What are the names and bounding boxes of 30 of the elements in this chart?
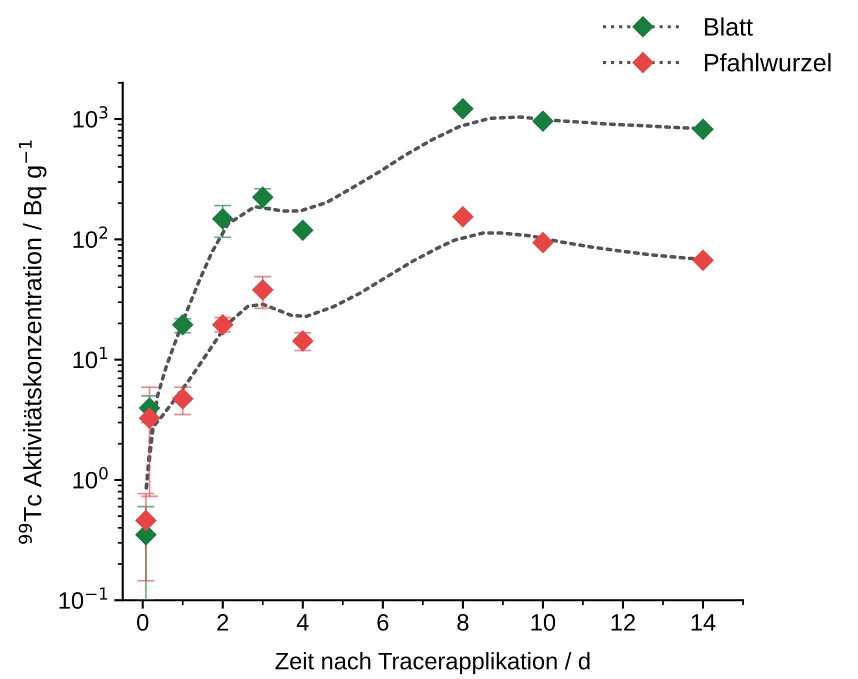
point: [172, 388, 194, 410]
x-tick-label: 6: [377, 614, 388, 631]
y-tick-label: 10$^{−1}$: [60, 588, 108, 609]
point: [532, 232, 554, 254]
x-tick-label: 10: [532, 614, 556, 631]
y-tick-label: 10$^{3}$: [74, 106, 108, 128]
y-axis-title: $^{99}$Tc Aktivitätskonzentration / Bq g$^{−1}$: [18, 140, 46, 544]
x-axis-title: Zeit nach Tracerapplikation / d: [275, 652, 590, 674]
point: [212, 208, 234, 230]
y-tick-label: 10$^{0}$: [74, 467, 108, 489]
point: [138, 408, 160, 429]
point: [172, 314, 194, 336]
point: [532, 110, 554, 132]
x-tick-label: 8: [457, 614, 468, 631]
x-tick-label: 14: [692, 614, 716, 631]
legend-label: Blatt: [705, 17, 753, 36]
y-tick-label: 10$^{2}$: [74, 226, 108, 248]
y-tick-label: 10$^{1}$: [74, 346, 108, 368]
point: [452, 98, 474, 120]
point: [292, 220, 314, 241]
legend-label: Pfahlwurzel: [705, 53, 831, 72]
x-tick-label: 2: [217, 614, 228, 631]
point: [252, 279, 274, 300]
point: [135, 510, 156, 532]
x-tick-label: 0: [137, 614, 148, 631]
point: [452, 206, 474, 228]
point: [692, 250, 714, 271]
x-tick-label: 4: [296, 614, 309, 631]
point: [692, 118, 714, 140]
x-tick-label: 12: [612, 614, 635, 631]
